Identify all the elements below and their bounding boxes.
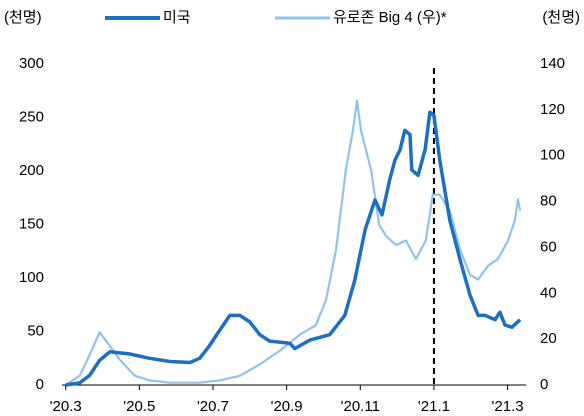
y-tick-label: 300 [19,55,44,72]
x-tick-label: '21.3 [492,398,524,415]
y-tick-label: 100 [19,269,44,286]
y-axis-label: (천명) [4,9,42,26]
y2-tick-label: 60 [540,238,557,255]
legend-label: 유로존 Big 4 (우)* [333,9,447,26]
y2-tick-label: 120 [540,101,565,118]
y2-tick-label: 20 [540,330,557,347]
x-tick-label: '20.7 [197,398,229,415]
y-tick-label: 150 [19,215,44,232]
y2-tick-label: 100 [540,147,565,164]
y2-tick-label: 40 [540,284,557,301]
series-line [65,110,522,387]
y-tick-label: 200 [19,162,44,179]
y2-tick-label: 80 [540,193,557,210]
y-tick-label: 250 [19,108,44,125]
x-tick-label: '20.11 [341,398,380,415]
series-line [65,99,522,386]
y-tick-label: 50 [27,322,44,339]
y2-tick-label: 140 [540,55,565,72]
y2-tick-label: 0 [540,376,548,393]
legend-label: 미국 [163,9,191,26]
x-tick-label: '20.5 [123,398,155,415]
y2-axis-label: (천명) [542,9,580,26]
x-tick-label: '20.9 [271,398,303,415]
y-tick-label: 0 [36,376,44,393]
x-tick-label: '20.3 [50,398,82,415]
x-tick-label: '21.1 [418,398,450,415]
